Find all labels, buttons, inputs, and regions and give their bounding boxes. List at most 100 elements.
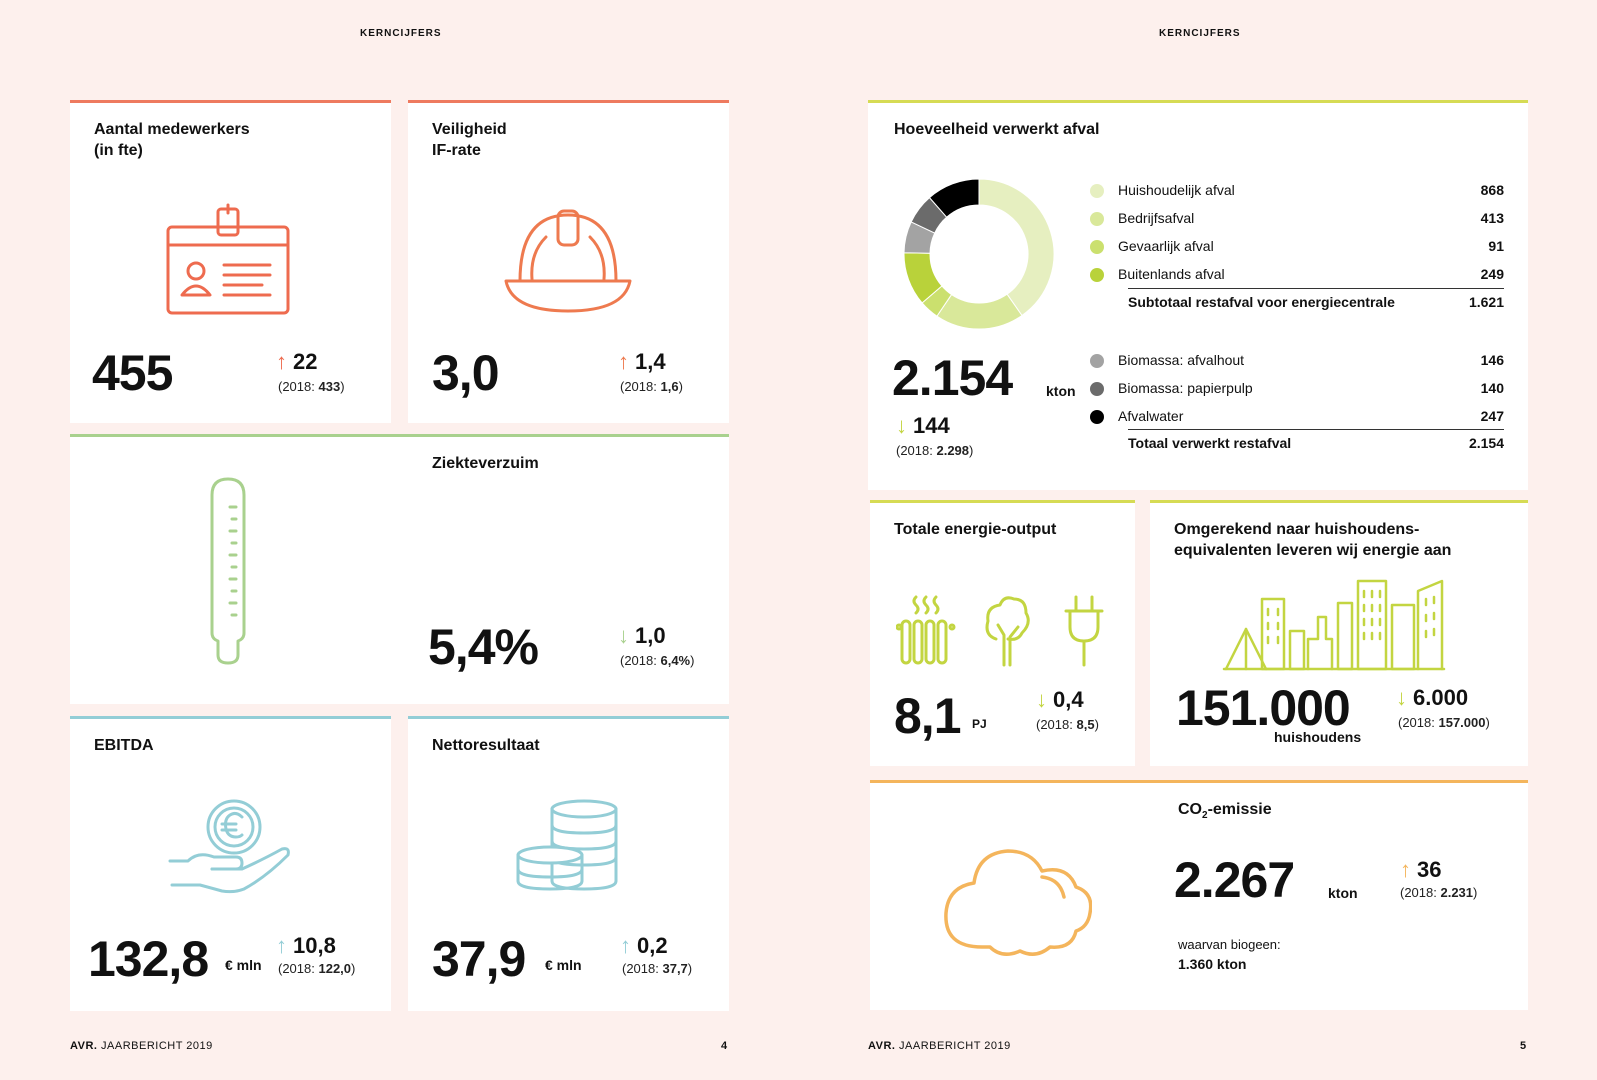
total-value: 2.154 bbox=[1468, 435, 1504, 451]
legend-label: Biomassa: afvalhout bbox=[1118, 352, 1245, 368]
hardhat-icon bbox=[504, 209, 632, 313]
arrow-up-icon: ↑ bbox=[276, 933, 287, 958]
net-result-unit: € mln bbox=[545, 957, 582, 973]
employees-delta: ↑ 22 bbox=[276, 351, 317, 373]
ebitda-delta: ↑ 10,8 bbox=[276, 935, 336, 957]
legend-item: Gevaarlijk afval 91 bbox=[1090, 236, 1504, 258]
net-result-delta-value: 0,2 bbox=[637, 933, 668, 958]
legend-value: 413 bbox=[1480, 210, 1504, 226]
safety-card: Veiligheid IF-rate 3,0 ↑ 1,4 (2018: 1,6) bbox=[408, 100, 729, 423]
households-unit: huishoudens bbox=[1274, 729, 1362, 745]
arrow-up-icon: ↑ bbox=[276, 349, 287, 374]
co2-prev: (2018: 2.231) bbox=[1400, 885, 1478, 900]
co2-title: CO2-emissie bbox=[1178, 801, 1272, 822]
energy-title: Totale energie-output bbox=[894, 521, 1057, 538]
legend-value: 249 bbox=[1480, 266, 1504, 282]
tree-icon bbox=[985, 596, 1030, 667]
arrow-down-icon: ↓ bbox=[618, 623, 629, 648]
legend-subtotal: Subtotaal restafval voor energiecentrale… bbox=[1128, 288, 1504, 312]
legend-label: Huishoudelijk afval bbox=[1118, 182, 1235, 198]
energy-unit: PJ bbox=[972, 717, 987, 731]
safety-delta: ↑ 1,4 bbox=[618, 351, 666, 373]
arrow-up-icon: ↑ bbox=[1400, 857, 1411, 882]
legend-item: Bedrijfsafval 413 bbox=[1090, 208, 1504, 230]
net-result-value: 37,9 bbox=[432, 931, 526, 987]
safety-title-line2: IF-rate bbox=[432, 142, 481, 159]
radiator-icon bbox=[896, 595, 956, 665]
arrow-up-icon: ↑ bbox=[618, 349, 629, 374]
arrow-down-icon: ↓ bbox=[1036, 687, 1047, 712]
legend-item: Afvalwater 247 bbox=[1090, 406, 1504, 428]
safety-title: Veiligheid IF-rate bbox=[432, 119, 507, 161]
waste-delta: ↓ 144 bbox=[896, 415, 950, 437]
absence-value: 5,4% bbox=[428, 619, 539, 675]
households-prev: (2018: 157.000) bbox=[1398, 715, 1490, 730]
co2-note-label: waarvan biogeen: bbox=[1178, 937, 1281, 952]
footer-left: AVR. JAARBERICHT 2019 bbox=[70, 1040, 213, 1052]
plug-icon bbox=[1064, 595, 1104, 667]
energy-delta: ↓ 0,4 bbox=[1036, 689, 1084, 711]
legend-label: Afvalwater bbox=[1118, 408, 1184, 424]
legend-item: Buitenlands afval 249 bbox=[1090, 264, 1504, 286]
employees-prev: (2018: 433) bbox=[278, 379, 345, 394]
legend-dot bbox=[1090, 212, 1104, 226]
donut-slice-bedrijfsafval bbox=[936, 293, 1023, 330]
legend-item: Biomassa: papierpulp 140 bbox=[1090, 378, 1504, 400]
absence-card: Ziekteverzuim 5,4% ↓ 1,0 (2018: 6,4%) bbox=[70, 434, 729, 704]
legend-label: Biomassa: papierpulp bbox=[1118, 380, 1253, 396]
households-delta-value: 6.000 bbox=[1413, 685, 1469, 710]
net-result-title: Nettoresultaat bbox=[432, 737, 540, 754]
legend-label: Buitenlands afval bbox=[1118, 266, 1225, 282]
net-result-delta: ↑ 0,2 bbox=[620, 935, 668, 957]
households-value: 151.000 bbox=[1176, 680, 1351, 736]
waste-value: 2.154 bbox=[892, 350, 1013, 406]
legend-dot bbox=[1090, 354, 1104, 368]
absence-delta: ↓ 1,0 bbox=[618, 625, 666, 647]
safety-title-line1: Veiligheid bbox=[432, 121, 507, 138]
city-icon bbox=[1222, 579, 1446, 671]
households-card: Omgerekend naar huishoudens- equivalente… bbox=[1150, 500, 1528, 766]
legend-label: Gevaarlijk afval bbox=[1118, 238, 1214, 254]
legend-dot bbox=[1090, 382, 1104, 396]
absence-delta-value: 1,0 bbox=[635, 623, 666, 648]
cloud-icon bbox=[944, 849, 1092, 956]
subtotal-value: 1.621 bbox=[1468, 294, 1504, 310]
legend-value: 91 bbox=[1488, 238, 1504, 254]
id-badge-icon bbox=[166, 203, 290, 315]
households-title: Omgerekend naar huishoudens- equivalente… bbox=[1174, 519, 1451, 561]
net-result-prev: (2018: 37,7) bbox=[622, 961, 693, 976]
page-header-left: KERNCIJFERS bbox=[360, 28, 442, 39]
safety-prev: (2018: 1,6) bbox=[620, 379, 683, 394]
co2-value: 2.267 bbox=[1174, 852, 1295, 908]
ebitda-value: 132,8 bbox=[88, 931, 209, 987]
donut-slice-huishoudelijk-afval bbox=[978, 178, 1055, 317]
ebitda-prev: (2018: 122,0) bbox=[278, 961, 356, 976]
legend-value: 140 bbox=[1480, 380, 1504, 396]
employees-value: 455 bbox=[92, 345, 173, 401]
legend-dot bbox=[1090, 268, 1104, 282]
co2-delta-value: 36 bbox=[1417, 857, 1442, 882]
ebitda-title: EBITDA bbox=[94, 737, 154, 754]
thermometer-icon bbox=[210, 477, 246, 665]
employees-title-line2: (in fte) bbox=[94, 142, 143, 159]
page-header-right: KERNCIJFERS bbox=[1159, 28, 1241, 39]
employees-card: Aantal medewerkers (in fte) 455 ↑ 22 (201… bbox=[70, 100, 391, 423]
donut-slice-afvalwater bbox=[928, 178, 980, 218]
legend-label: Bedrijfsafval bbox=[1118, 210, 1195, 226]
employees-delta-value: 22 bbox=[293, 349, 318, 374]
energy-value: 8,1 bbox=[894, 688, 962, 744]
legend-total: Totaal verwerkt restafval 2.154 bbox=[1128, 429, 1504, 453]
legend-value: 868 bbox=[1480, 182, 1504, 198]
legend-dot bbox=[1090, 184, 1104, 198]
waste-title: Hoeveelheid verwerkt afval bbox=[894, 121, 1100, 138]
legend-value: 146 bbox=[1480, 352, 1504, 368]
page-number-left: 4 bbox=[721, 1040, 728, 1052]
footer-right: AVR. JAARBERICHT 2019 bbox=[868, 1040, 1011, 1052]
co2-delta: ↑ 36 bbox=[1400, 859, 1441, 881]
waste-delta-value: 144 bbox=[913, 413, 950, 438]
net-result-card: Nettoresultaat 37,9 € mln ↑ 0,2 (2018: 37… bbox=[408, 716, 729, 1011]
arrow-down-icon: ↓ bbox=[896, 413, 907, 438]
ebitda-unit: € mln bbox=[225, 957, 262, 973]
waste-prev: (2018: 2.298) bbox=[896, 443, 974, 458]
safety-delta-value: 1,4 bbox=[635, 349, 666, 374]
